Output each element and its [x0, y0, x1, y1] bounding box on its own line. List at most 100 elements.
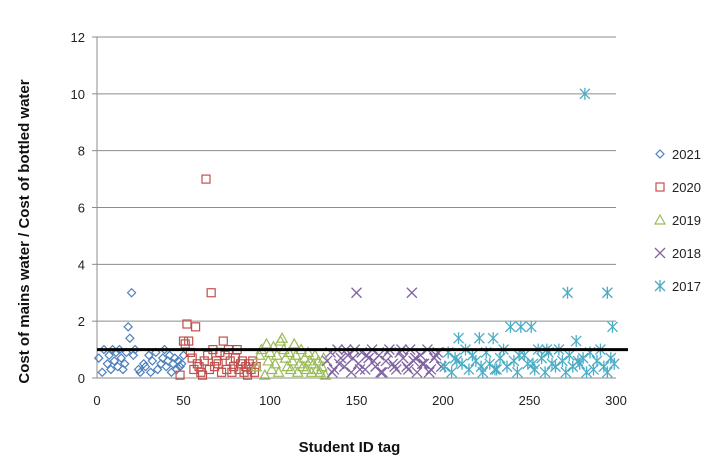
data-point — [314, 366, 327, 377]
data-point — [527, 357, 539, 370]
data-point — [178, 336, 189, 346]
data-point — [577, 352, 589, 365]
data-point — [579, 87, 591, 100]
data-point — [380, 355, 392, 367]
data-point — [345, 366, 357, 378]
y-tick-label: 4 — [78, 257, 85, 272]
data-point — [361, 349, 373, 361]
data-point — [401, 361, 413, 373]
y-tick-label: 12 — [71, 30, 85, 45]
data-point — [175, 370, 185, 380]
data-point — [428, 352, 440, 364]
data-point — [601, 286, 613, 299]
data-point — [147, 356, 158, 366]
data-point — [515, 320, 527, 333]
data-points — [93, 87, 620, 380]
data-point — [489, 363, 501, 376]
y-tick-label: 0 — [78, 371, 85, 386]
legend-marker-2017 — [654, 280, 666, 292]
data-point — [156, 358, 166, 369]
data-point — [286, 354, 299, 366]
x-tick-label: 200 — [432, 393, 454, 408]
data-point — [288, 337, 301, 349]
data-point — [289, 349, 302, 360]
data-point — [416, 358, 428, 370]
legend: 2021 2020 2019 2018 2017 — [653, 147, 701, 294]
data-point — [111, 347, 121, 358]
data-point — [112, 361, 123, 372]
data-point — [354, 364, 366, 375]
data-point — [581, 366, 593, 379]
data-point — [204, 364, 215, 375]
series-2020 — [175, 174, 261, 380]
data-point — [560, 366, 572, 379]
data-point — [150, 347, 161, 358]
data-point — [389, 361, 401, 373]
data-point — [291, 366, 304, 377]
data-point — [104, 350, 114, 361]
data-point — [511, 366, 523, 379]
data-point — [263, 346, 277, 358]
data-point — [601, 366, 613, 379]
data-point — [308, 349, 321, 360]
data-point — [250, 360, 263, 372]
data-point — [152, 364, 163, 375]
data-point — [475, 360, 487, 373]
data-point — [203, 350, 213, 360]
data-point — [133, 364, 144, 375]
data-point — [157, 353, 168, 363]
data-point — [201, 174, 211, 184]
data-point — [258, 368, 271, 380]
data-point — [522, 357, 534, 370]
data-point — [218, 336, 228, 346]
data-point — [562, 286, 574, 299]
data-point — [269, 357, 282, 369]
data-point — [456, 357, 468, 370]
data-point — [406, 287, 418, 299]
data-point — [281, 360, 294, 372]
legend-label: 2021 — [672, 147, 701, 162]
legend-label: 2020 — [672, 180, 701, 195]
data-point — [191, 322, 201, 332]
data-point — [415, 349, 426, 361]
legend-marker-2019 — [653, 213, 667, 225]
x-tick-label: 50 — [176, 393, 190, 408]
legend-marker-2021 — [655, 149, 665, 159]
data-point — [128, 350, 139, 361]
x-axis-title: Student ID tag — [299, 439, 401, 456]
data-point — [570, 335, 582, 348]
data-point — [97, 367, 108, 378]
data-point — [473, 332, 485, 345]
gridlines — [97, 36, 616, 322]
data-point — [276, 331, 289, 343]
data-point — [187, 353, 197, 363]
data-point — [163, 356, 173, 366]
data-point — [216, 367, 227, 377]
data-point — [125, 333, 135, 344]
data-point — [359, 364, 371, 375]
data-point — [319, 368, 332, 380]
data-point — [425, 364, 437, 375]
data-point — [109, 356, 120, 366]
legend-label: 2019 — [672, 213, 701, 228]
data-point — [176, 358, 187, 369]
data-point — [375, 366, 387, 378]
series-2018 — [321, 287, 447, 378]
data-point — [513, 349, 525, 362]
x-tick-label: 150 — [346, 393, 368, 408]
data-point — [563, 349, 575, 362]
data-point — [549, 360, 561, 373]
data-point — [123, 322, 133, 332]
x-tick-label: 100 — [259, 393, 281, 408]
data-point — [525, 320, 537, 333]
legend-label: 2017 — [672, 279, 701, 294]
data-point — [351, 287, 362, 299]
y-axis-title: Cost of mains water / Cost of bottled wa… — [16, 79, 33, 383]
data-point — [253, 349, 266, 360]
data-point — [572, 354, 584, 367]
data-point — [182, 319, 192, 329]
x-tick-label: 300 — [605, 393, 627, 408]
legend-marker-2018 — [654, 247, 666, 259]
data-point — [249, 367, 260, 377]
data-point — [105, 364, 116, 375]
